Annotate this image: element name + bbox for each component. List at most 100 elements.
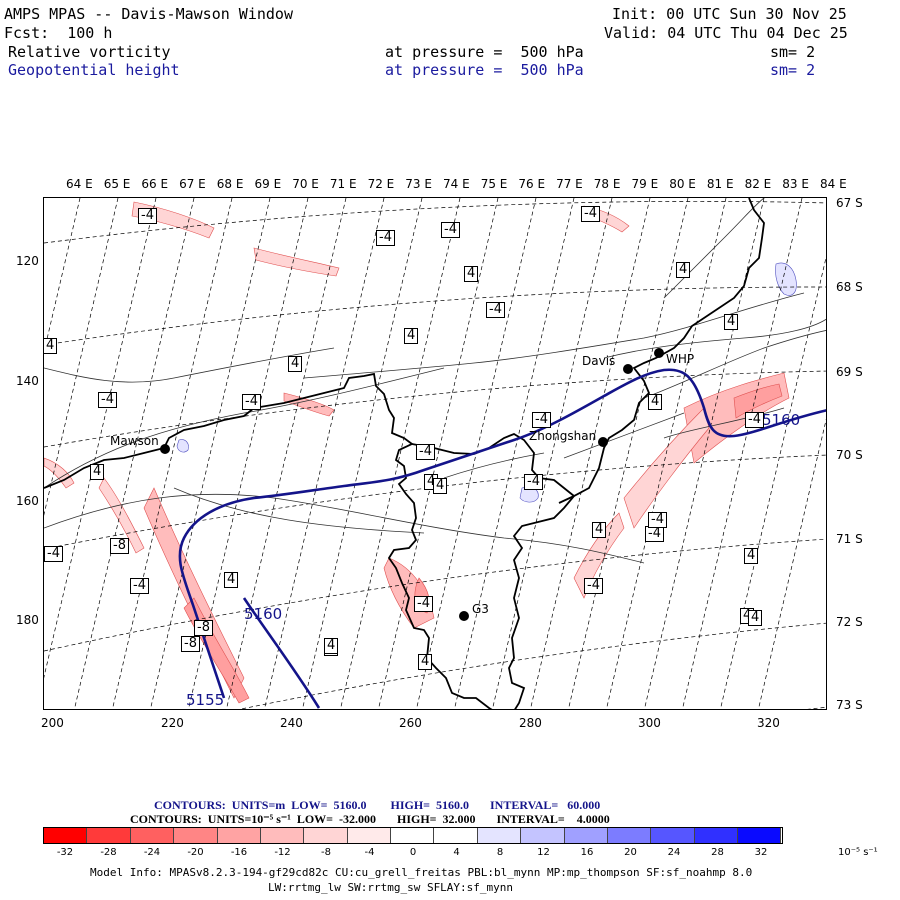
station-label-whp: WHP	[666, 352, 695, 366]
vorticity-contour-label: -4	[584, 578, 603, 594]
init-time: Init: 00 UTC Sun 30 Nov 25	[612, 5, 847, 23]
field2-level: at pressure = 500 hPa	[385, 61, 584, 79]
station-dot-davis	[623, 364, 633, 374]
lon-tick-label: 71 E	[329, 177, 357, 191]
vorticity-contour-label: 4	[418, 654, 433, 670]
lon-tick-label: 72 E	[367, 177, 395, 191]
vorticity-contour-label: -8	[181, 636, 200, 652]
forecast-hour: Fcst: 100 h	[4, 24, 113, 42]
color-bar-tick: -20	[187, 847, 204, 858]
station-label-mawson: Mawson	[110, 434, 159, 448]
station-dot-g3	[459, 611, 469, 621]
vorticity-contour-label: 4	[288, 356, 303, 372]
color-bar-tick: 32	[754, 847, 768, 858]
map-panel[interactable]: Mawson Davis WHP Zhongshan G3 5160 5160 …	[43, 197, 827, 710]
color-bar-segment	[651, 828, 695, 843]
vorticity-contour-label: 4	[90, 464, 105, 480]
valid-time: Valid: 04 UTC Thu 04 Dec 25	[604, 24, 848, 42]
color-bar-segment	[694, 828, 738, 843]
model-info: Model Info: MPASv8.2.3-194-gf29cd82c CU:…	[90, 866, 753, 879]
lon-tick-label: 70 E	[292, 177, 319, 191]
legend-height: CONTOURS: UNITS=m LOW= 5160.0 HIGH= 5160…	[154, 798, 601, 812]
legend-vorticity: CONTOURS: UNITS=10⁻⁵ s⁻¹ LOW= -32.000 HI…	[130, 812, 610, 826]
vorticity-contour-label: -4	[645, 526, 664, 542]
lat-tick-label: 68 S	[836, 280, 863, 294]
color-bar-tick: -28	[100, 847, 117, 858]
y-tick-label: 120	[16, 254, 39, 268]
vorticity-contour-label: -4	[581, 206, 600, 222]
lon-tick-label: 74 E	[443, 177, 470, 191]
vorticity-contour-label: 4	[676, 262, 691, 278]
field2-smoothing: sm= 2	[770, 61, 816, 79]
color-bar-tick: 0	[409, 847, 417, 858]
vorticity-contour-label: -8	[110, 538, 129, 554]
lat-tick-label: 69 S	[836, 365, 863, 379]
positive-vorticity	[176, 262, 797, 503]
color-bar-segment	[738, 828, 782, 843]
color-bar-segment	[521, 828, 565, 843]
height-label: 5160	[762, 411, 801, 429]
y-tick-label: 180	[16, 613, 39, 627]
model-info-physics: LW:rrtmg_lw SW:rrtmg_sw SFLAY:sf_mynn	[268, 881, 514, 894]
color-bar-segment	[44, 828, 88, 843]
vorticity-contour-label: 4	[648, 394, 663, 410]
station-markers	[160, 348, 664, 621]
color-bar-tick: 12	[537, 847, 550, 858]
vorticity-contour-label: -4	[242, 394, 261, 410]
x-tick-label: 240	[280, 716, 303, 730]
vorticity-contour-label: -4	[441, 222, 460, 238]
vorticity-contour-label: -4	[524, 474, 543, 490]
color-bar-segment	[174, 828, 218, 843]
lon-tick-label: 64 E	[66, 177, 93, 191]
lat-tick-label: 67 S	[836, 196, 863, 210]
vorticity-contour-label: 4	[592, 522, 607, 538]
color-bar-tick: -12	[274, 847, 291, 858]
station-label-g3: G3	[472, 602, 489, 616]
vorticity-contour-label: -4	[416, 444, 435, 460]
x-tick-label: 200	[41, 716, 64, 730]
plot-title: AMPS MPAS -- Davis-Mawson Window	[4, 5, 293, 23]
thin-contours	[44, 198, 826, 564]
color-bar-tick: 20	[624, 847, 637, 858]
lat-tick-label: 73 S	[836, 698, 863, 712]
lon-tick-label: 76 E	[518, 177, 546, 191]
lon-tick-label: 77 E	[556, 177, 583, 191]
lat-tick-label: 70 S	[836, 448, 863, 462]
color-bar-segment	[477, 828, 522, 843]
y-tick-label: 160	[16, 494, 39, 508]
height-contours	[178, 368, 826, 709]
color-bar-tick: -32	[56, 847, 74, 858]
map-drawing	[44, 198, 826, 709]
vorticity-contour-label: -4	[130, 578, 149, 594]
color-bar-tick: -24	[143, 847, 161, 858]
coastline	[44, 198, 765, 709]
height-label: 5160	[244, 605, 283, 623]
lon-tick-label: 81 E	[706, 177, 734, 191]
color-bar-tick: 4	[453, 847, 460, 858]
lon-tick-label: 67 E	[179, 177, 206, 191]
vorticity-contour-label: -4	[44, 546, 63, 562]
x-tick-label: 280	[519, 716, 542, 730]
vorticity-contour-label: -8	[194, 620, 213, 636]
vorticity-contour-label: -4	[414, 596, 433, 612]
vorticity-contour-label: 4	[744, 548, 759, 564]
vorticity-contour-label: 4	[404, 328, 419, 344]
color-bar-segment	[391, 828, 435, 843]
vorticity-contour-label: -4	[486, 302, 505, 318]
x-tick-label: 300	[638, 716, 661, 730]
vorticity-contour-label: 4	[433, 478, 448, 494]
color-bar-segment	[434, 828, 478, 843]
color-bar-segment	[87, 828, 131, 843]
x-tick-label: 220	[161, 716, 184, 730]
color-bar-tick: -4	[364, 847, 375, 858]
lon-tick-label: 69 E	[254, 177, 282, 191]
vorticity-contour-label: 4	[44, 338, 58, 354]
vorticity-contour-label: -4	[98, 392, 117, 408]
vorticity-contour-label: -4	[532, 412, 551, 428]
color-bar-segment	[304, 828, 348, 843]
field1-name: Relative vorticity	[8, 43, 171, 61]
height-label: 5155	[186, 691, 225, 709]
field1-level: at pressure = 500 hPa	[385, 43, 584, 61]
vorticity-contour-label: 4	[724, 314, 739, 330]
color-bar-segment	[607, 828, 652, 843]
